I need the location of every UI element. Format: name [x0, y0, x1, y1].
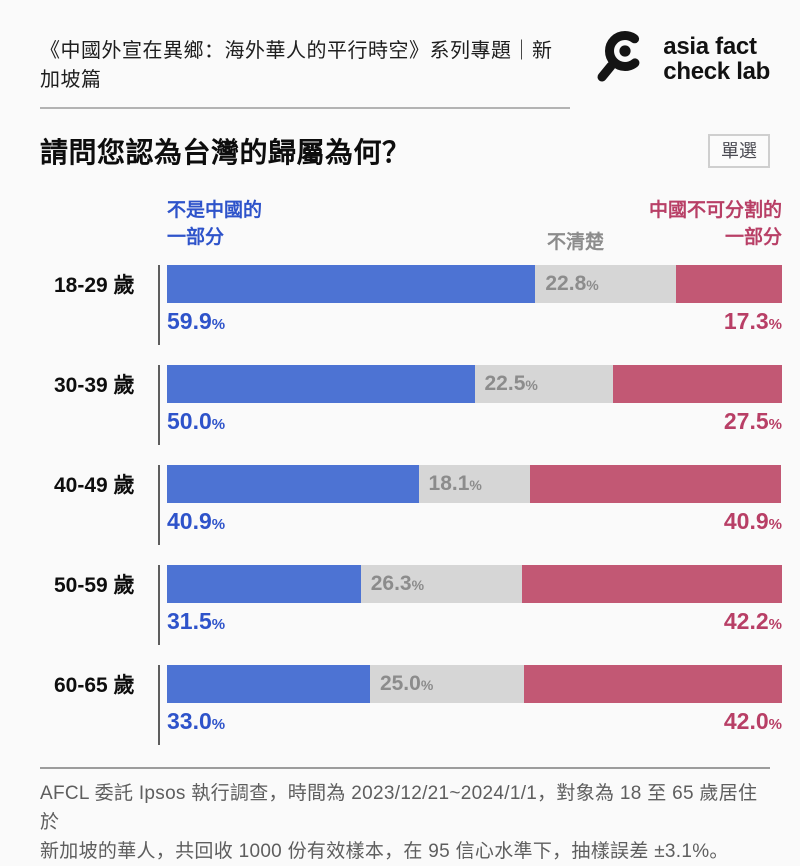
bar-track: 22.5%	[167, 365, 782, 403]
bar-group: 22.5% 50.0% 27.5%	[158, 365, 782, 445]
footer-divider	[40, 767, 770, 769]
legend-inseparable-part-of-china: 中國不可分割的 一部分	[648, 200, 782, 248]
single-choice-badge: 單選	[708, 134, 770, 168]
footer-line2: 新加坡的華人，共回收 1000 份有效樣本，在 95 信心水準下，抽樣誤差 ±3…	[40, 841, 729, 862]
bar-segment-inseparable	[529, 465, 782, 503]
inseparable-value-label: 42.2%	[723, 608, 782, 634]
bar-segment-unclear: 22.8%	[535, 265, 676, 303]
bar-segment-unclear: 22.5%	[474, 365, 613, 403]
age-group-row: 60-65 歲 25.0% 33.0% 42.0%	[40, 665, 782, 765]
bar-segment-not-part-of-china	[167, 465, 419, 503]
bar-group: 26.3% 31.5% 42.2%	[158, 565, 782, 645]
chart-rows: 18-29 歲 22.8% 59.9% 17.3% 30-39 歲 22.5%	[40, 265, 782, 765]
bar-track: 18.1%	[167, 465, 782, 503]
bar-segment-unclear: 25.0%	[369, 665, 524, 703]
logo-wordmark: asia fact check lab	[663, 34, 770, 84]
bar-segment-inseparable	[675, 265, 782, 303]
bar-segment-not-part-of-china	[167, 565, 361, 603]
question-title: 請問您認為台灣的歸屬為何？	[40, 137, 411, 168]
bar-segment-unclear: 26.3%	[360, 565, 523, 603]
age-group-row: 50-59 歲 26.3% 31.5% 42.2%	[40, 565, 782, 665]
chart-legend: 不是中國的 一部分 不清楚 中國不可分割的 一部分	[167, 197, 782, 257]
question-row: 請問您認為台灣的歸屬為何？ 單選	[40, 131, 770, 171]
bar-segment-inseparable	[523, 665, 782, 703]
header-divider	[40, 107, 571, 109]
age-group-label: 60-65 歲	[54, 674, 135, 697]
bar-segment-not-part-of-china	[167, 365, 475, 403]
not-part-of-china-value-label: 59.9%	[167, 308, 226, 334]
header: 《中國外宣在異鄉：海外華人的平行時空》系列專題｜新加坡篇 asia fact c…	[40, 24, 770, 109]
not-part-of-china-value-label: 50.0%	[167, 408, 226, 434]
value-labels: 40.9% 40.9%	[167, 508, 782, 535]
unclear-value-label: 18.1%	[428, 472, 482, 495]
legend-not-part-of-china: 不是中國的 一部分	[167, 200, 263, 248]
unclear-value-label: 26.3%	[370, 572, 425, 595]
bar-track: 22.8%	[167, 265, 782, 303]
age-group-row: 18-29 歲 22.8% 59.9% 17.3%	[40, 265, 782, 365]
survey-methodology-note: AFCL 委託 Ipsos 執行調查，時間為 2023/12/21~2024/1…	[40, 769, 770, 866]
inseparable-value-label: 40.9%	[723, 508, 782, 534]
afcl-logo: asia fact check lab	[594, 24, 770, 91]
bar-segment-unclear: 18.1%	[418, 465, 530, 503]
value-labels: 33.0% 42.0%	[167, 708, 782, 735]
not-part-of-china-value-label: 31.5%	[167, 608, 226, 634]
bar-segment-inseparable	[612, 365, 782, 403]
not-part-of-china-value-label: 33.0%	[167, 708, 226, 734]
series-title: 《中國外宣在異鄉：海外華人的平行時空》系列專題｜新加坡篇	[40, 40, 553, 91]
inseparable-value-label: 42.0%	[723, 708, 782, 734]
not-part-of-china-value-label: 40.9%	[167, 508, 226, 534]
unclear-value-label: 22.8%	[545, 272, 599, 295]
age-group-label: 50-59 歲	[54, 574, 135, 597]
inseparable-value-label: 17.3%	[723, 308, 782, 334]
unclear-value-label: 22.5%	[484, 372, 538, 395]
bar-segment-not-part-of-china	[167, 665, 370, 703]
bar-group: 22.8% 59.9% 17.3%	[158, 265, 782, 345]
stacked-bar-chart: 不是中國的 一部分 不清楚 中國不可分割的 一部分 18-29 歲 22.8% …	[40, 197, 782, 765]
unclear-value-label: 25.0%	[379, 672, 434, 695]
footer-line1: AFCL 委託 Ipsos 執行調查，時間為 2023/12/21~2024/1…	[40, 783, 758, 833]
bar-segment-not-part-of-china	[167, 265, 536, 303]
value-labels: 50.0% 27.5%	[167, 408, 782, 435]
legend-unclear: 不清楚	[546, 232, 604, 253]
bar-track: 25.0%	[167, 665, 782, 703]
age-group-row: 40-49 歲 18.1% 40.9% 40.9%	[40, 465, 782, 565]
header-left: 《中國外宣在異鄉：海外華人的平行時空》系列專題｜新加坡篇	[40, 24, 571, 109]
bar-segment-inseparable	[522, 565, 782, 603]
logo-line2: check lab	[663, 57, 770, 85]
logo-line1: asia fact	[663, 32, 757, 60]
value-labels: 31.5% 42.2%	[167, 608, 782, 635]
bar-track: 26.3%	[167, 565, 782, 603]
footer: AFCL 委託 Ipsos 執行調查，時間為 2023/12/21~2024/1…	[40, 767, 770, 866]
inseparable-value-label: 27.5%	[723, 408, 782, 434]
value-labels: 59.9% 17.3%	[167, 308, 782, 335]
age-group-label: 30-39 歲	[54, 374, 135, 397]
age-group-label: 40-49 歲	[54, 474, 135, 497]
bar-group: 18.1% 40.9% 40.9%	[158, 465, 782, 545]
magnifier-logo-icon	[594, 26, 654, 91]
bar-group: 25.0% 33.0% 42.0%	[158, 665, 782, 745]
age-group-label: 18-29 歲	[54, 274, 135, 297]
age-group-row: 30-39 歲 22.5% 50.0% 27.5%	[40, 365, 782, 465]
